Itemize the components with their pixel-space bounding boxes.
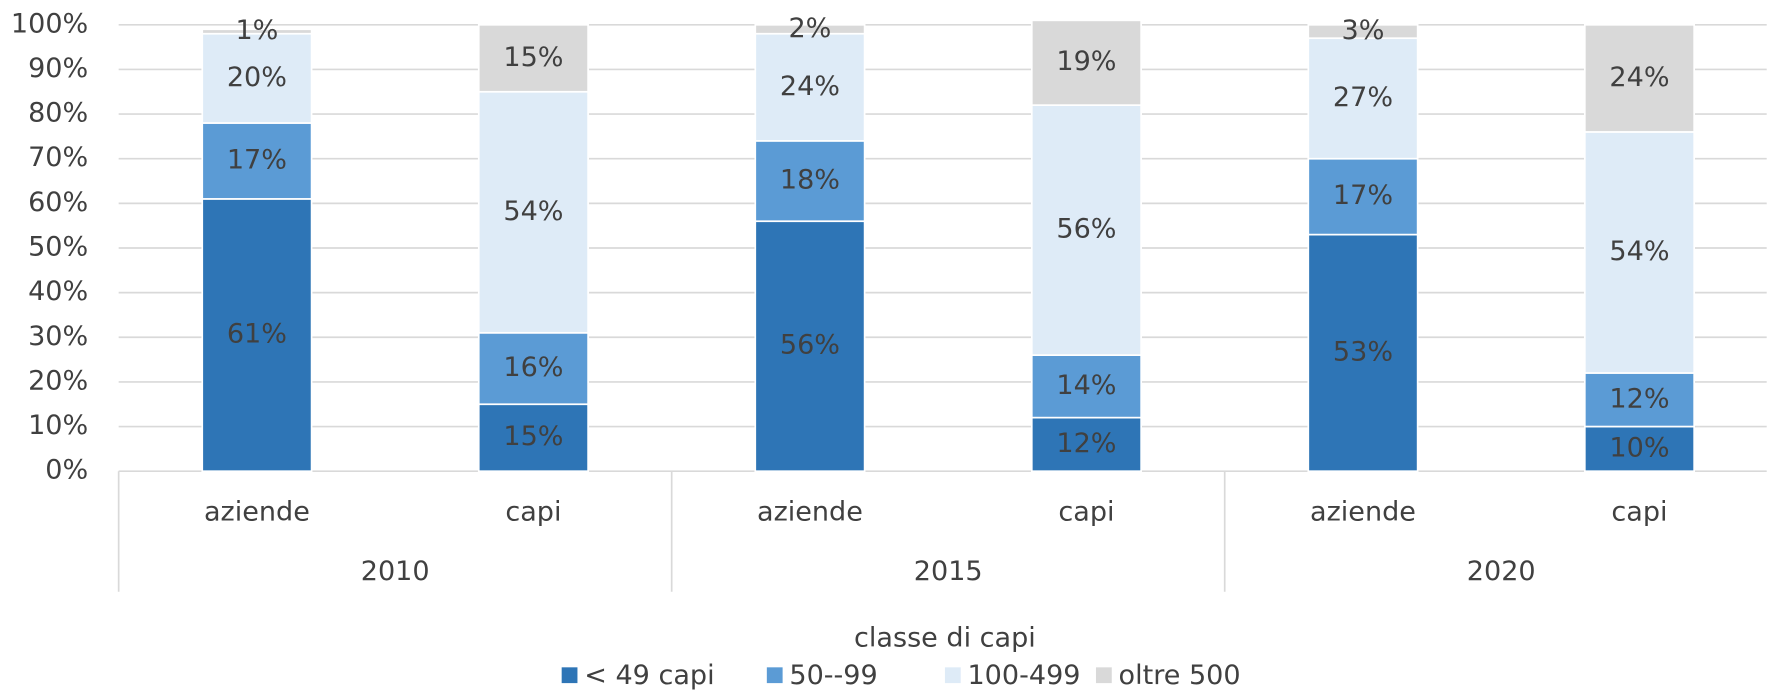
legend-label: < 49 capi xyxy=(584,660,714,691)
bar-segment xyxy=(1583,131,1696,374)
bar-segment xyxy=(201,32,313,124)
data-label: 17% xyxy=(227,144,287,175)
data-label: 56% xyxy=(780,330,840,361)
y-tick-label: 50% xyxy=(28,231,88,262)
data-label: 10% xyxy=(1609,432,1669,463)
bar-segment xyxy=(477,331,589,406)
data-label: 1% xyxy=(235,15,278,46)
data-label: 19% xyxy=(1056,46,1116,77)
y-tick-label: 70% xyxy=(28,142,88,173)
x-tick-label: capi xyxy=(1611,496,1667,527)
legend-swatch xyxy=(1095,667,1112,684)
bar-segment xyxy=(1583,425,1696,473)
data-label: 18% xyxy=(780,165,840,196)
bar-segment xyxy=(1030,354,1142,419)
y-tick-label: 90% xyxy=(28,53,88,84)
bar-segment xyxy=(201,198,313,473)
bar-segment xyxy=(754,23,866,35)
y-tick-label: 40% xyxy=(28,276,88,307)
data-label: 17% xyxy=(1333,180,1393,211)
data-label: 12% xyxy=(1609,383,1669,414)
y-tick-label: 10% xyxy=(28,410,88,441)
data-label: 3% xyxy=(1342,15,1385,46)
bar-segment xyxy=(1307,23,1419,40)
bar-segment xyxy=(1030,19,1142,106)
x-tick-label: aziende xyxy=(1310,496,1416,527)
data-label: 16% xyxy=(503,352,563,383)
data-label: 15% xyxy=(503,42,563,73)
bar-segment xyxy=(477,403,589,473)
bar-segment xyxy=(1030,104,1142,356)
labels: 0% 10% 20% 30% 40% 50% 60% 70% 80% 90% 100% 2010 201… xyxy=(11,8,1670,691)
bars xyxy=(201,19,1696,473)
y-tick-label: 60% xyxy=(28,187,88,218)
data-label: 14% xyxy=(1056,370,1116,401)
bar-segment xyxy=(754,220,866,473)
bar-segment xyxy=(201,28,313,35)
y-tick-label: 80% xyxy=(28,98,88,129)
bar-segment xyxy=(1307,37,1419,160)
legend-swatch xyxy=(766,667,783,684)
data-label: 24% xyxy=(1609,62,1669,93)
x-tick-label: aziende xyxy=(757,496,863,527)
data-label: 2% xyxy=(788,13,831,44)
bar-segment xyxy=(1030,416,1142,473)
legend-label: oltre 500 xyxy=(1119,660,1241,691)
y-tick-label: 0% xyxy=(45,455,88,486)
bar-segment xyxy=(754,140,866,223)
legend-label: 50--99 xyxy=(789,660,877,691)
y-tick-label: 100% xyxy=(11,8,88,39)
legend-title: classe di capi xyxy=(854,623,1036,654)
legend-label: 100-499 xyxy=(967,660,1080,691)
y-tick-label: 30% xyxy=(28,321,88,352)
legend-swatch xyxy=(561,667,578,684)
data-label: 12% xyxy=(1056,428,1116,459)
data-label: 56% xyxy=(1056,214,1116,245)
x-tick-label: capi xyxy=(1058,496,1114,527)
data-label: 54% xyxy=(1609,236,1669,267)
x-tick-label: aziende xyxy=(204,496,310,527)
bar-segment xyxy=(201,122,313,200)
data-label: 53% xyxy=(1333,336,1393,367)
bar-segment xyxy=(477,90,589,334)
bar-segment xyxy=(754,32,866,142)
data-label: 15% xyxy=(503,421,563,452)
group-label: 2020 xyxy=(1467,556,1536,587)
data-label: 20% xyxy=(227,62,287,93)
group-label: 2010 xyxy=(361,556,430,587)
data-label: 24% xyxy=(780,71,840,102)
grid xyxy=(117,23,1767,592)
y-tick-label: 20% xyxy=(28,365,88,396)
bar-segment xyxy=(1583,23,1696,133)
data-label: 27% xyxy=(1333,82,1393,113)
group-label: 2015 xyxy=(914,556,983,587)
data-label: 54% xyxy=(503,196,563,227)
bar-segment xyxy=(1307,157,1419,236)
data-label: 61% xyxy=(227,319,287,350)
bar-segment xyxy=(477,23,589,93)
x-tick-label: capi xyxy=(505,496,561,527)
legend-swatch xyxy=(944,667,961,684)
bar-segment xyxy=(1307,233,1419,473)
